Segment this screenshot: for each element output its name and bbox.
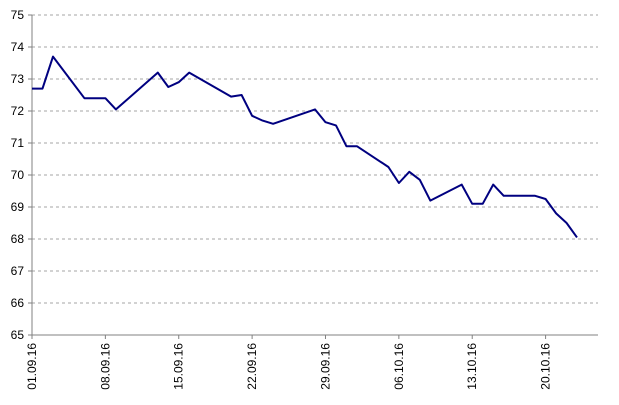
- x-tick-label: 20.10.16: [539, 343, 553, 390]
- x-tick-label: 22.09.16: [245, 343, 259, 390]
- y-tick-labels: 65 66 67 68 69 70 71 72 73 74 75: [11, 8, 25, 342]
- y-tick-label: 72: [11, 104, 25, 118]
- x-tick-label: 13.10.16: [465, 343, 479, 390]
- x-tick-label: 01.09.16: [25, 343, 39, 390]
- x-tick-label: 08.09.16: [98, 343, 112, 390]
- y-tick-label: 68: [11, 232, 25, 246]
- y-tick-label: 71: [11, 136, 25, 150]
- y-tick-label: 67: [11, 264, 25, 278]
- series-layer: [32, 55, 578, 238]
- gridlines: [28, 14, 598, 339]
- axes: [31, 15, 598, 336]
- x-tick-labels: 01.09.16 08.09.16 15.09.16 22.09.16 29.09.16…: [25, 343, 553, 390]
- x-tick-label: 06.10.16: [392, 343, 406, 390]
- series-line-0: [32, 55, 578, 238]
- y-tick-label: 75: [11, 8, 25, 22]
- y-tick-label: 74: [11, 40, 25, 54]
- y-tick-label: 73: [11, 72, 25, 86]
- y-tick-label: 69: [11, 200, 25, 214]
- y-tick-label: 65: [11, 328, 25, 342]
- x-tick-label: 15.09.16: [172, 343, 186, 390]
- y-tick-label: 66: [11, 296, 25, 310]
- y-tick-label: 70: [11, 168, 25, 182]
- x-tick-label: 29.09.16: [318, 343, 332, 390]
